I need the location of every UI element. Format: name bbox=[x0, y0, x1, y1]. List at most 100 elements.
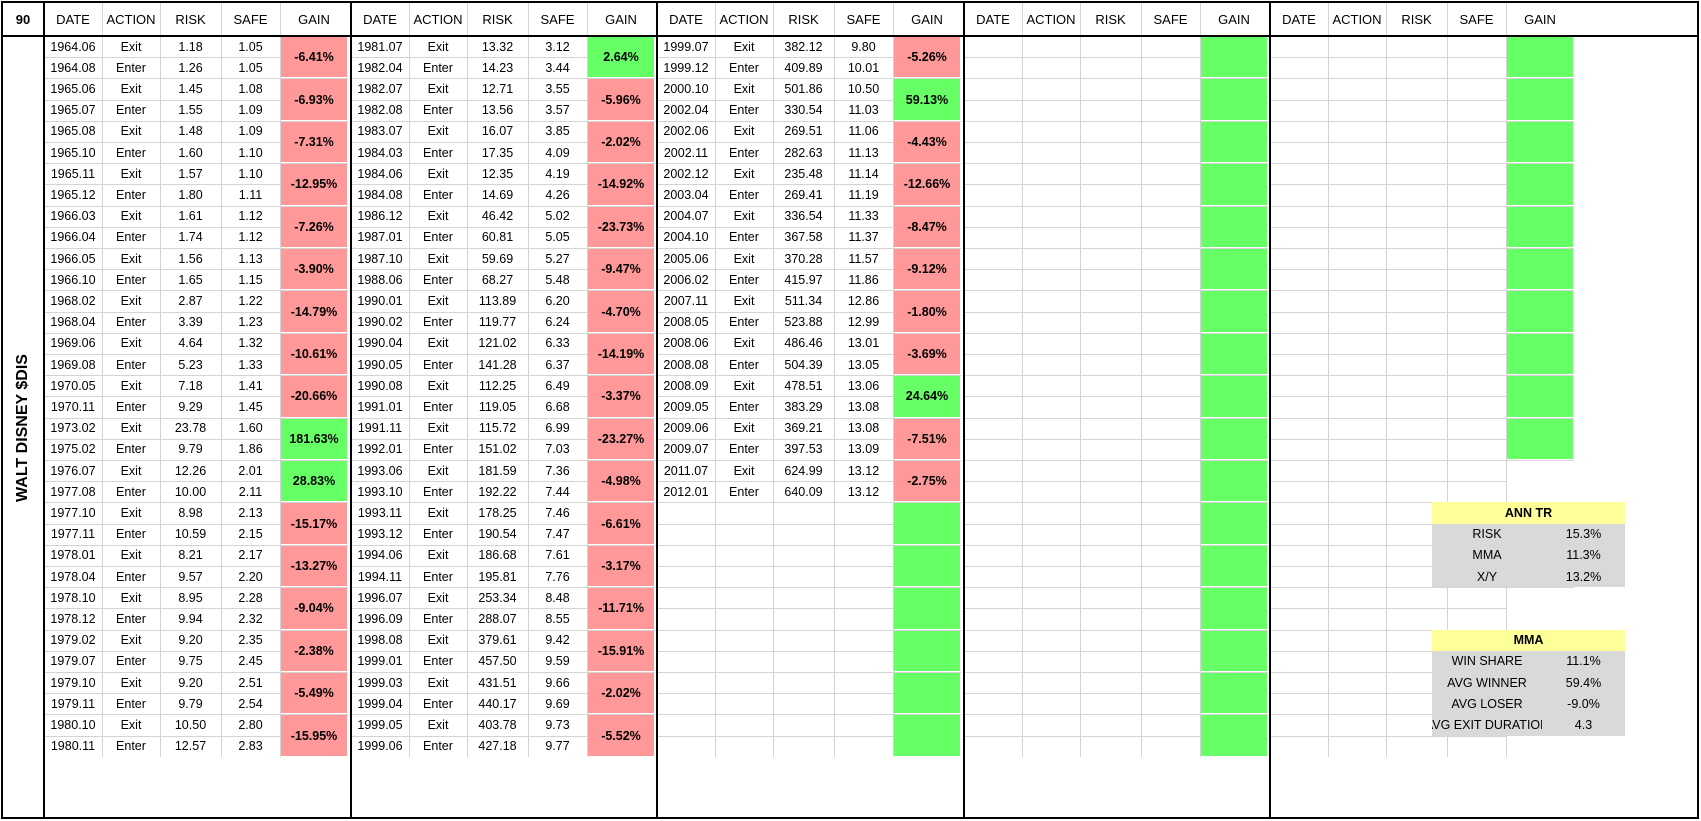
cell-enter-safe[interactable]: 11.86 bbox=[848, 272, 879, 287]
cell-enter-action[interactable]: Enter bbox=[423, 611, 453, 626]
gain-cell[interactable]: 2.64% bbox=[588, 37, 654, 78]
gain-cell[interactable]: -7.31% bbox=[281, 121, 347, 163]
gain-cell-empty[interactable] bbox=[894, 630, 960, 671]
cell-enter-safe[interactable]: 1.23 bbox=[238, 315, 263, 330]
cell-exit-date[interactable]: 1993.11 bbox=[357, 505, 403, 520]
gain-cell[interactable]: -23.27% bbox=[588, 418, 654, 459]
cell-exit-risk[interactable]: 12.71 bbox=[481, 81, 514, 96]
cell-exit-action[interactable]: Exit bbox=[427, 336, 449, 351]
gain-cell-empty[interactable] bbox=[1201, 79, 1267, 120]
cell-exit-risk[interactable]: 9.20 bbox=[178, 675, 203, 690]
cell-enter-action[interactable]: Enter bbox=[116, 527, 146, 542]
cell-enter-risk[interactable]: 68.27 bbox=[481, 272, 514, 287]
cell-exit-action[interactable]: Exit bbox=[733, 463, 755, 478]
gain-cell-empty[interactable] bbox=[1201, 545, 1267, 587]
cell-exit-action[interactable]: Exit bbox=[120, 548, 142, 563]
cell-exit-action[interactable]: Exit bbox=[427, 675, 449, 690]
cell-enter-safe[interactable]: 1.05 bbox=[238, 60, 263, 75]
cell-exit-date[interactable]: 2008.06 bbox=[663, 336, 709, 351]
gain-cell-empty[interactable] bbox=[1201, 291, 1267, 332]
cell-exit-date[interactable]: 2008.09 bbox=[663, 378, 709, 393]
cell-exit-risk[interactable]: 115.72 bbox=[478, 421, 517, 436]
cell-exit-date[interactable]: 1977.10 bbox=[50, 505, 96, 520]
gain-cell[interactable]: -2.02% bbox=[588, 673, 654, 714]
cell-exit-date[interactable]: 1984.06 bbox=[357, 166, 403, 181]
cell-exit-safe[interactable]: 8.48 bbox=[545, 590, 570, 605]
cell-exit-risk[interactable]: 8.98 bbox=[178, 505, 203, 520]
gain-cell-empty[interactable] bbox=[1201, 164, 1267, 205]
cell-exit-date[interactable]: 1978.01 bbox=[50, 548, 96, 563]
cell-exit-action[interactable]: Exit bbox=[120, 39, 142, 54]
column-header-gain[interactable]: GAIN bbox=[911, 11, 943, 27]
cell-exit-risk[interactable]: 121.02 bbox=[478, 336, 517, 351]
cell-exit-risk[interactable]: 379.61 bbox=[478, 633, 517, 648]
cell-exit-safe[interactable]: 4.19 bbox=[545, 166, 570, 181]
cell-enter-date[interactable]: 1978.04 bbox=[50, 569, 96, 584]
cell-exit-date[interactable]: 1966.03 bbox=[50, 209, 96, 224]
cell-enter-date[interactable]: 2009.07 bbox=[663, 442, 709, 457]
cell-enter-safe[interactable]: 13.05 bbox=[847, 357, 880, 372]
cell-exit-date[interactable]: 2005.06 bbox=[663, 251, 709, 266]
cell-enter-safe[interactable]: 10.01 bbox=[847, 60, 880, 75]
cell-exit-safe[interactable]: 1.12 bbox=[238, 209, 263, 224]
cell-enter-date[interactable]: 1988.06 bbox=[357, 272, 403, 287]
cell-exit-action[interactable]: Exit bbox=[427, 421, 449, 436]
column-header-action[interactable]: ACTION bbox=[106, 11, 156, 27]
cell-enter-date[interactable]: 1965.12 bbox=[50, 187, 96, 202]
cell-enter-date[interactable]: 1984.03 bbox=[357, 145, 403, 160]
cell-enter-date[interactable]: 1999.06 bbox=[357, 739, 403, 754]
cell-exit-action[interactable]: Exit bbox=[120, 675, 142, 690]
gain-cell[interactable]: -4.43% bbox=[894, 121, 960, 163]
cell-enter-safe[interactable]: 13.09 bbox=[847, 442, 880, 457]
cell-enter-safe[interactable]: 1.12 bbox=[238, 230, 263, 245]
cell-exit-date[interactable]: 1998.08 bbox=[357, 633, 403, 648]
cell-exit-action[interactable]: Exit bbox=[120, 166, 142, 181]
cell-enter-action[interactable]: Enter bbox=[116, 442, 146, 457]
cell-enter-action[interactable]: Enter bbox=[423, 442, 453, 457]
cell-exit-safe[interactable]: 9.80 bbox=[851, 39, 876, 54]
cell-enter-action[interactable]: Enter bbox=[729, 315, 759, 330]
cell-exit-safe[interactable]: 11.06 bbox=[848, 124, 879, 139]
cell-enter-action[interactable]: Enter bbox=[116, 230, 146, 245]
cell-enter-safe[interactable]: 11.03 bbox=[848, 103, 879, 118]
cell-enter-date[interactable]: 2002.04 bbox=[663, 103, 709, 118]
column-header-safe[interactable]: SAFE bbox=[846, 11, 881, 27]
gain-cell-empty[interactable] bbox=[1507, 291, 1573, 332]
cell-exit-risk[interactable]: 8.21 bbox=[178, 548, 203, 563]
gain-cell-empty[interactable] bbox=[1201, 37, 1267, 78]
column-header-action[interactable]: ACTION bbox=[1332, 11, 1382, 27]
cell-enter-risk[interactable]: 1.65 bbox=[178, 272, 203, 287]
cell-enter-action[interactable]: Enter bbox=[729, 399, 759, 414]
cell-enter-action[interactable]: Enter bbox=[423, 484, 453, 499]
cell-enter-risk[interactable]: 119.77 bbox=[478, 315, 517, 330]
cell-enter-risk[interactable]: 195.81 bbox=[478, 569, 517, 584]
gain-cell-empty[interactable] bbox=[894, 588, 960, 629]
cell-exit-risk[interactable]: 7.18 bbox=[178, 378, 203, 393]
cell-enter-risk[interactable]: 523.88 bbox=[784, 315, 823, 330]
gain-cell-empty[interactable] bbox=[894, 545, 960, 587]
cell-exit-action[interactable]: Exit bbox=[733, 124, 755, 139]
column-header-action[interactable]: ACTION bbox=[719, 11, 769, 27]
cell-exit-risk[interactable]: 478.51 bbox=[784, 378, 823, 393]
cell-enter-date[interactable]: 1980.11 bbox=[50, 739, 96, 754]
cell-exit-risk[interactable]: 13.32 bbox=[481, 39, 514, 54]
cell-enter-action[interactable]: Enter bbox=[423, 230, 453, 245]
cell-exit-action[interactable]: Exit bbox=[427, 378, 449, 393]
cell-exit-date[interactable]: 1979.10 bbox=[50, 675, 96, 690]
cell-exit-action[interactable]: Exit bbox=[733, 39, 755, 54]
cell-exit-action[interactable]: Exit bbox=[120, 421, 142, 436]
corner-cell[interactable]: 90 bbox=[15, 11, 31, 27]
cell-enter-date[interactable]: 2008.08 bbox=[663, 357, 709, 372]
gain-cell[interactable]: -14.79% bbox=[281, 291, 347, 332]
cell-exit-action[interactable]: Exit bbox=[427, 633, 449, 648]
gain-cell-empty[interactable] bbox=[894, 715, 960, 756]
cell-enter-risk[interactable]: 192.22 bbox=[478, 484, 517, 499]
cell-exit-risk[interactable]: 113.89 bbox=[478, 293, 517, 308]
cell-enter-action[interactable]: Enter bbox=[423, 654, 453, 669]
cell-enter-risk[interactable]: 5.23 bbox=[178, 357, 203, 372]
cell-exit-safe[interactable]: 5.27 bbox=[545, 251, 570, 266]
cell-enter-safe[interactable]: 3.57 bbox=[545, 103, 570, 118]
cell-exit-risk[interactable]: 178.25 bbox=[478, 505, 517, 520]
cell-enter-date[interactable]: 1977.08 bbox=[50, 484, 96, 499]
cell-enter-safe[interactable]: 12.99 bbox=[847, 315, 880, 330]
